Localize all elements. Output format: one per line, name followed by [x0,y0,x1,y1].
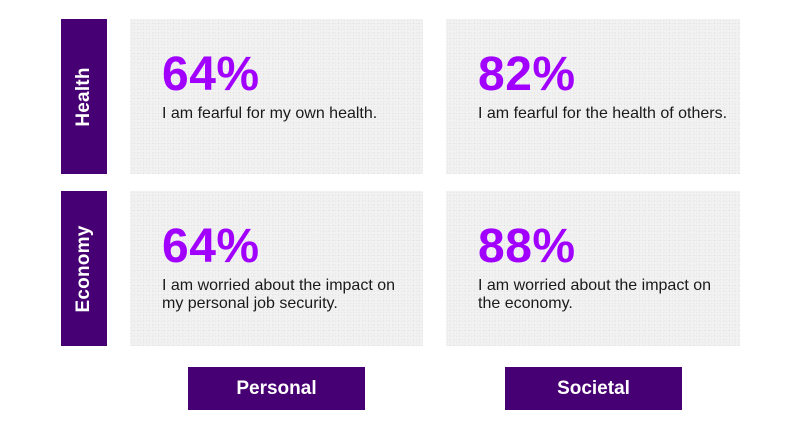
column-label-societal: Societal [505,367,682,410]
statement-text: I am fearful for my own health. [162,105,378,122]
card-economy-societal: 88% I am worried about the impact on the… [446,191,740,346]
column-label-personal-text: Personal [236,377,317,399]
statement-text: I am worried about the impact on my pers… [162,277,396,312]
card-health-personal: 64% I am fearful for my own health. [130,19,423,174]
column-label-societal-text: Societal [557,377,630,399]
column-label-personal: Personal [188,367,365,410]
percent-value: 64% [162,48,260,101]
percent-value: 88% [478,220,576,273]
row-label-health: Health [61,19,107,174]
statement-text: I am fearful for the health of others. [478,105,728,122]
card-health-societal: 82% I am fearful for the health of other… [446,19,740,174]
statement-text: I am worried about the impact on the eco… [478,277,712,312]
percent-value: 82% [478,48,576,101]
row-label-economy-text: Economy [73,225,94,312]
row-label-health-text: Health [73,66,94,127]
row-label-economy: Economy [61,191,107,346]
percent-value: 64% [162,220,260,273]
card-economy-personal: 64% I am worried about the impact on my … [130,191,423,346]
